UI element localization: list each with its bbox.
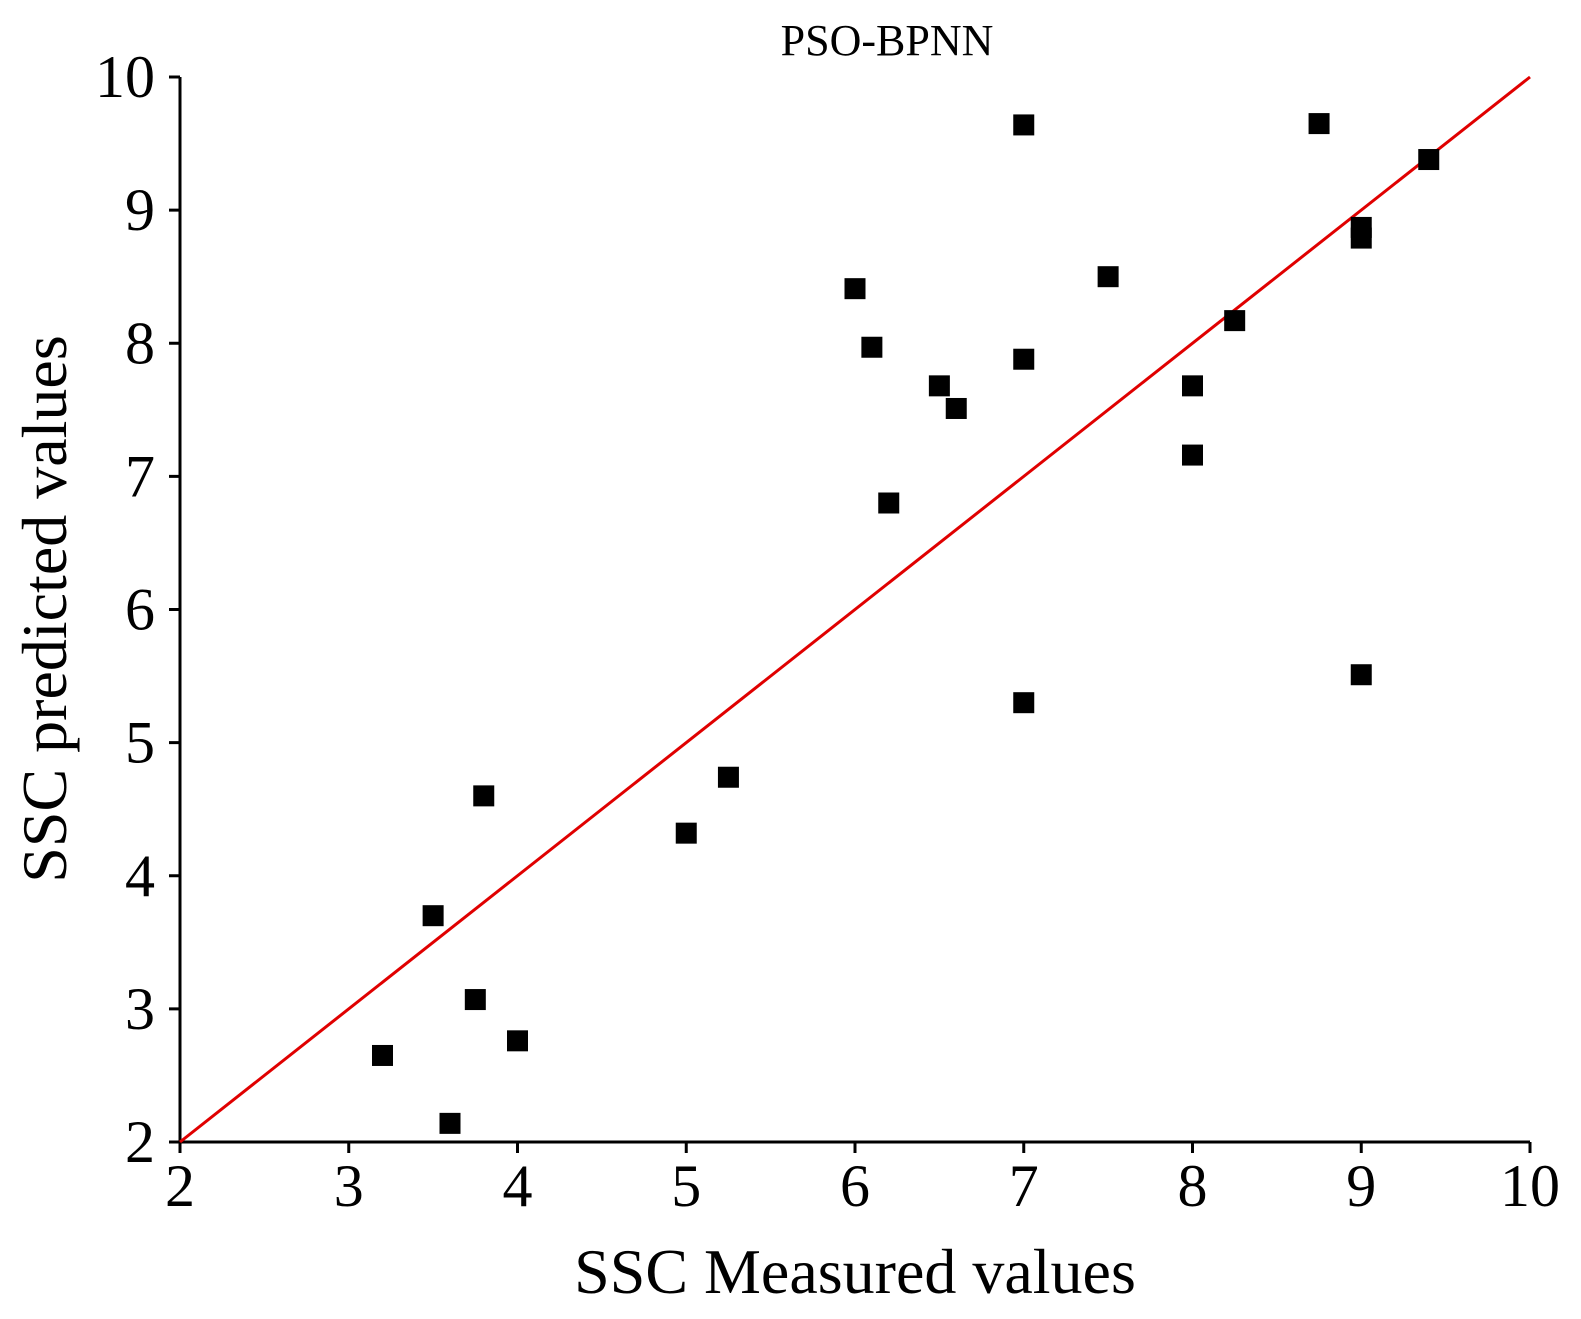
data-point xyxy=(1350,664,1372,686)
x-tick-label: 4 xyxy=(503,1153,533,1219)
data-point xyxy=(422,905,444,927)
reference-line xyxy=(179,75,1531,1144)
x-tick-label: 6 xyxy=(840,1153,870,1219)
y-tick-label: 4 xyxy=(125,843,155,909)
data-point xyxy=(945,397,967,419)
data-point xyxy=(1350,227,1372,249)
y-tick-label: 8 xyxy=(125,310,155,376)
x-tick-label: 3 xyxy=(334,1153,364,1219)
data-point xyxy=(844,278,866,300)
y-tick-label: 9 xyxy=(125,177,155,243)
y-tick-label: 7 xyxy=(125,443,155,509)
x-tick-label: 5 xyxy=(671,1153,701,1219)
data-point xyxy=(473,785,495,807)
data-point xyxy=(675,822,697,844)
data-point xyxy=(1013,348,1035,370)
data-point xyxy=(1013,692,1035,714)
x-tick-label: 10 xyxy=(1500,1153,1560,1219)
y-tick-label: 5 xyxy=(125,710,155,776)
data-point xyxy=(1224,310,1246,332)
data-point xyxy=(1418,149,1440,171)
data-point xyxy=(464,989,486,1011)
data-point xyxy=(878,492,900,514)
data-point xyxy=(928,375,950,397)
y-tick-label: 2 xyxy=(125,1109,155,1175)
data-point xyxy=(1013,114,1035,136)
data-point xyxy=(439,1112,461,1134)
x-tick-label: 9 xyxy=(1346,1153,1376,1219)
data-point xyxy=(372,1044,393,1066)
x-ticks: 2 3 4 5 6 7 8 9 10 xyxy=(165,1142,1560,1219)
y-ticks: 2 3 4 5 6 7 8 9 10 xyxy=(95,44,180,1175)
data-point xyxy=(507,1030,528,1052)
data-points xyxy=(372,113,1440,1134)
x-tick-label: 2 xyxy=(165,1153,195,1219)
y-tick-label: 10 xyxy=(95,44,155,110)
data-point xyxy=(861,336,883,358)
data-point xyxy=(717,766,739,788)
y-tick-label: 3 xyxy=(125,976,155,1042)
x-tick-label: 7 xyxy=(1009,1153,1039,1219)
x-axis-label: SSC Measured values xyxy=(574,1236,1136,1307)
chart-title: PSO-BPNN xyxy=(781,16,994,65)
data-point xyxy=(1308,113,1330,135)
data-point xyxy=(1097,266,1119,288)
y-axis-label: SSC predicted values xyxy=(9,335,80,882)
data-point xyxy=(1182,375,1203,397)
data-point xyxy=(1182,444,1203,466)
y-tick-label: 6 xyxy=(125,577,155,643)
x-tick-label: 8 xyxy=(1178,1153,1208,1219)
